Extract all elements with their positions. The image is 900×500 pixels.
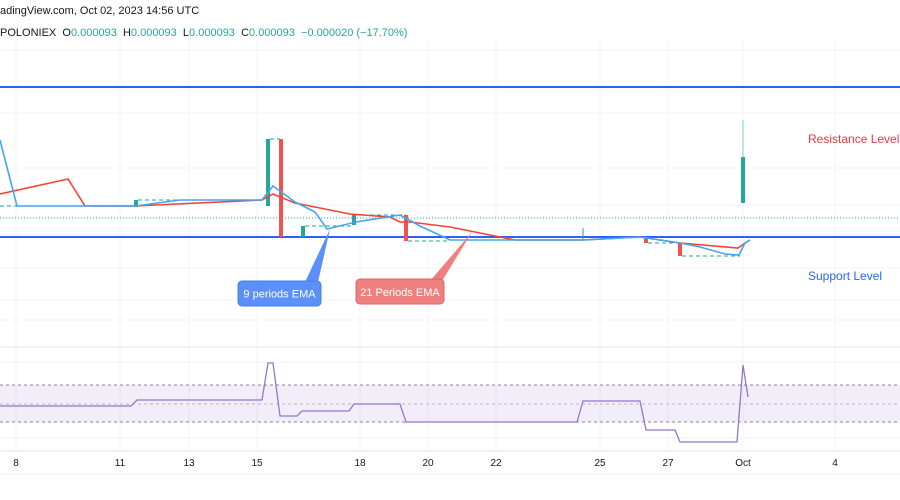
candle [678, 243, 682, 256]
symbol: POLONIEX [0, 27, 57, 39]
candles [134, 120, 745, 256]
date-tick-label: 15 [251, 458, 263, 469]
candle [279, 139, 283, 237]
ema9-label: 9 periods EMA [243, 289, 316, 301]
source-timestamp: adingView.com, Oct 02, 2023 14:56 UTC [0, 5, 200, 17]
close-value: 0.000093 [249, 27, 295, 39]
close-label: C [241, 27, 250, 39]
candle [741, 157, 745, 203]
date-tick-label: 8 [13, 458, 19, 469]
date-tick-label: 20 [422, 458, 434, 469]
date-tick-label: 22 [490, 458, 502, 469]
date-tick-label: 25 [594, 458, 606, 469]
candle [404, 215, 408, 241]
date-tick-label: 27 [662, 458, 674, 469]
ema9-line [0, 139, 751, 256]
date-tick-label: 11 [115, 458, 126, 469]
candle-dashes [0, 138, 740, 257]
date-tick-label: Oct [735, 458, 751, 469]
date-tick-label: 4 [832, 458, 838, 469]
high-value: 0.000093 [130, 27, 177, 39]
ema9-callout: 9 periods EMA [237, 229, 330, 307]
candle [266, 139, 270, 206]
open-label: O [62, 27, 71, 39]
rsi-line [0, 362, 749, 443]
open-value: 0.000093 [70, 27, 117, 39]
resistance-label: Resistance Level [808, 132, 899, 146]
change-value: −0.000020 (−17.70%) [301, 27, 408, 39]
candle [352, 215, 356, 225]
low-label: L [182, 27, 190, 39]
high-label: H [122, 27, 131, 39]
candle [134, 200, 138, 207]
date-tick-label: 18 [354, 458, 366, 469]
support-label: Support Level [808, 269, 882, 283]
candle [301, 226, 305, 237]
ema21-callout: 21 Periods EMA [355, 232, 472, 305]
low-value: 0.000093 [189, 27, 235, 39]
ema21-label: 21 Periods EMA [360, 287, 440, 299]
date-axis[interactable]: 8 11 13 15 18 20 22 25 27 Oct 4 [13, 458, 838, 469]
ohlc-legend: POLONIEX O0.000093 H0.000093 L0.000093 C… [0, 27, 407, 39]
date-tick-label: 13 [183, 458, 195, 469]
candle [644, 237, 648, 243]
